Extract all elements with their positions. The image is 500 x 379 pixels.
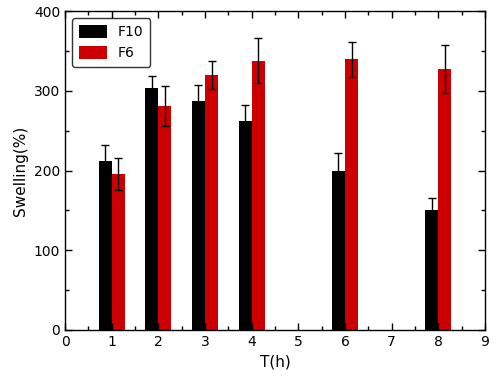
Bar	[438, 69, 452, 330]
Bar	[146, 88, 158, 330]
Bar	[205, 75, 218, 330]
Legend: F10, F6: F10, F6	[72, 18, 150, 67]
Bar	[158, 106, 172, 330]
Bar	[192, 100, 205, 330]
Bar	[332, 171, 345, 330]
Bar	[345, 59, 358, 330]
Bar	[252, 61, 264, 330]
X-axis label: T(h): T(h)	[260, 354, 290, 369]
Bar	[112, 174, 124, 330]
Y-axis label: Swelling(%): Swelling(%)	[13, 125, 28, 216]
Bar	[426, 210, 438, 330]
Bar	[238, 121, 252, 330]
Bar	[98, 161, 112, 330]
